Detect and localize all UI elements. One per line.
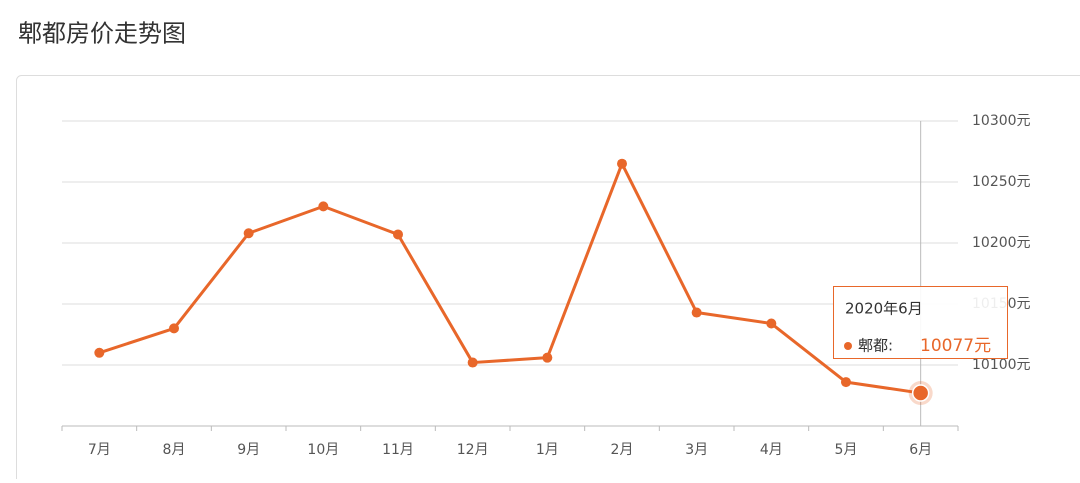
x-tick-label: 7月 bbox=[88, 442, 111, 458]
point bbox=[766, 319, 776, 329]
x-tick-label: 8月 bbox=[163, 442, 186, 458]
point bbox=[468, 358, 478, 368]
x-tick-label: 12月 bbox=[457, 442, 489, 458]
point bbox=[393, 229, 403, 239]
x-tick-label: 10月 bbox=[307, 442, 339, 458]
series-line bbox=[99, 164, 920, 393]
y-tick-label: 10300元 bbox=[972, 113, 1031, 129]
point bbox=[169, 323, 179, 333]
x-tick-label: 5月 bbox=[835, 442, 858, 458]
point bbox=[841, 377, 851, 387]
x-tick-label: 6月 bbox=[909, 442, 932, 458]
x-tick-label: 2月 bbox=[611, 442, 634, 458]
point bbox=[692, 308, 702, 318]
point bbox=[913, 385, 929, 401]
y-tick-label: 10100元 bbox=[972, 357, 1031, 373]
tooltip-series: 郫都: bbox=[858, 337, 893, 355]
point bbox=[94, 348, 104, 358]
point bbox=[617, 159, 627, 169]
chart-title: 郫都房价走势图 bbox=[18, 20, 186, 48]
tooltip-dot bbox=[844, 342, 852, 350]
x-tick-label: 4月 bbox=[760, 442, 783, 458]
point bbox=[542, 353, 552, 363]
x-tick-label: 3月 bbox=[685, 442, 708, 458]
y-tick-label: 10200元 bbox=[972, 235, 1031, 251]
x-tick-label: 9月 bbox=[237, 442, 260, 458]
point bbox=[244, 228, 254, 238]
point bbox=[318, 201, 328, 211]
x-tick-label: 11月 bbox=[382, 442, 414, 458]
tooltip-value: 10077元 bbox=[920, 336, 991, 356]
y-tick-label: 10250元 bbox=[972, 174, 1031, 190]
tooltip-title: 2020年6月 bbox=[845, 300, 923, 318]
x-tick-label: 1月 bbox=[536, 442, 559, 458]
